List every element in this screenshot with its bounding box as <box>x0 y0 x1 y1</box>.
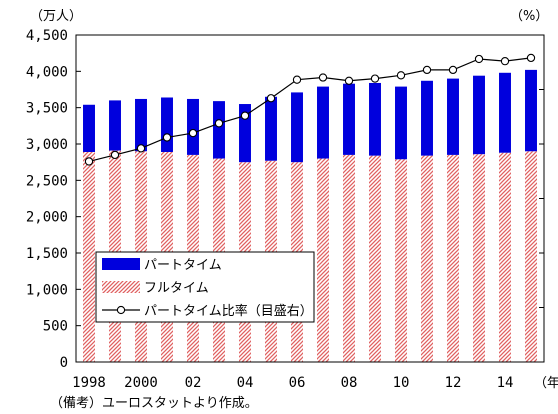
bar-parttime <box>395 86 407 160</box>
ratio-point <box>344 76 354 85</box>
ratio-point <box>188 128 198 138</box>
legend-label-ratio: パートタイム比率（目盛右） <box>144 303 313 319</box>
bar-parttime <box>343 83 355 155</box>
legend-label-parttime: パートタイム <box>144 258 222 273</box>
x-tick-label: 06 <box>289 375 306 391</box>
ratio-point <box>240 111 250 120</box>
bar-parttime <box>187 98 199 155</box>
x-tick-label: 02 <box>185 375 202 391</box>
bar-parttime <box>473 75 485 155</box>
x-tick-label: 12 <box>445 375 462 391</box>
ratio-point <box>84 157 94 166</box>
bar-parttime <box>317 86 329 159</box>
y-tick-label: 4,000 <box>26 64 68 80</box>
ratio-point <box>526 53 536 63</box>
bar-parttime <box>83 104 95 152</box>
bar-parttime <box>265 96 277 161</box>
bar-fulltime <box>317 158 329 362</box>
ratio-point <box>292 75 302 84</box>
bar-parttime <box>239 104 251 163</box>
y-left-unit: （万人） <box>30 9 82 24</box>
footnote: （備考）ユーロスタットより作成。 <box>50 396 258 411</box>
x-unit: （年） <box>534 376 558 391</box>
ratio-point <box>422 65 432 75</box>
bar-parttime <box>109 100 121 151</box>
ratio-point <box>500 57 510 66</box>
bar-fulltime <box>499 152 511 362</box>
bar-parttime <box>369 82 381 156</box>
ratio-point <box>474 54 484 64</box>
y-tick-label: 500 <box>43 319 68 335</box>
y-right-unit: （%） <box>510 9 548 24</box>
bar-parttime <box>499 72 511 153</box>
ratio-point <box>396 71 406 80</box>
x-tick-label: 08 <box>341 375 358 391</box>
x-tick-label: 1998 <box>72 375 106 391</box>
ratio-point <box>162 133 172 142</box>
x-tick-label: 2000 <box>124 375 158 391</box>
bar-parttime <box>135 98 147 152</box>
y-tick-label: 4,500 <box>26 28 68 44</box>
y-tick-label: 0 <box>60 355 68 371</box>
bar-fulltime <box>525 151 537 362</box>
bar-parttime <box>213 101 225 159</box>
ratio-line <box>88 57 532 163</box>
y-tick-label: 3,000 <box>26 137 68 153</box>
ratio-point <box>214 119 224 128</box>
y-tick-label: 2,500 <box>26 173 68 189</box>
bar-fulltime <box>473 154 485 362</box>
bar-parttime <box>447 78 459 155</box>
y-tick-label: 3,500 <box>26 101 68 117</box>
bar-parttime <box>161 97 173 152</box>
line-layer <box>84 53 536 166</box>
bar-fulltime <box>343 154 355 362</box>
legend-label-fulltime: フルタイム <box>144 281 209 296</box>
bar-parttime <box>291 92 303 163</box>
y-tick-label: 2,000 <box>26 210 68 226</box>
bar-parttime <box>421 80 433 156</box>
legend-swatch-fulltime <box>102 281 140 293</box>
axis-layer: 0 500 1,000 1,500 2,000 2,500 3,000 3,500 4,000 4… <box>26 9 558 391</box>
ratio-point <box>370 74 380 83</box>
ratio-point <box>136 144 146 153</box>
bar-parttime <box>525 69 537 152</box>
ratio-point <box>110 150 120 160</box>
x-tick-label: 14 <box>497 375 514 391</box>
bar-fulltime <box>395 159 407 362</box>
legend-swatch-parttime <box>102 258 140 270</box>
ratio-point <box>266 94 276 103</box>
bar-fulltime <box>421 155 433 362</box>
bar-fulltime <box>447 154 459 362</box>
bar-fulltime <box>83 151 95 362</box>
y-tick-label: 1,500 <box>26 246 68 262</box>
legend-swatch-ratio-marker <box>116 305 126 315</box>
x-tick-label: 10 <box>393 375 410 391</box>
x-tick-label: 04 <box>237 375 254 391</box>
ratio-point <box>318 73 328 82</box>
ratio-point <box>448 65 458 75</box>
bar-fulltime <box>369 155 381 362</box>
y-tick-label: 1,000 <box>26 282 68 298</box>
